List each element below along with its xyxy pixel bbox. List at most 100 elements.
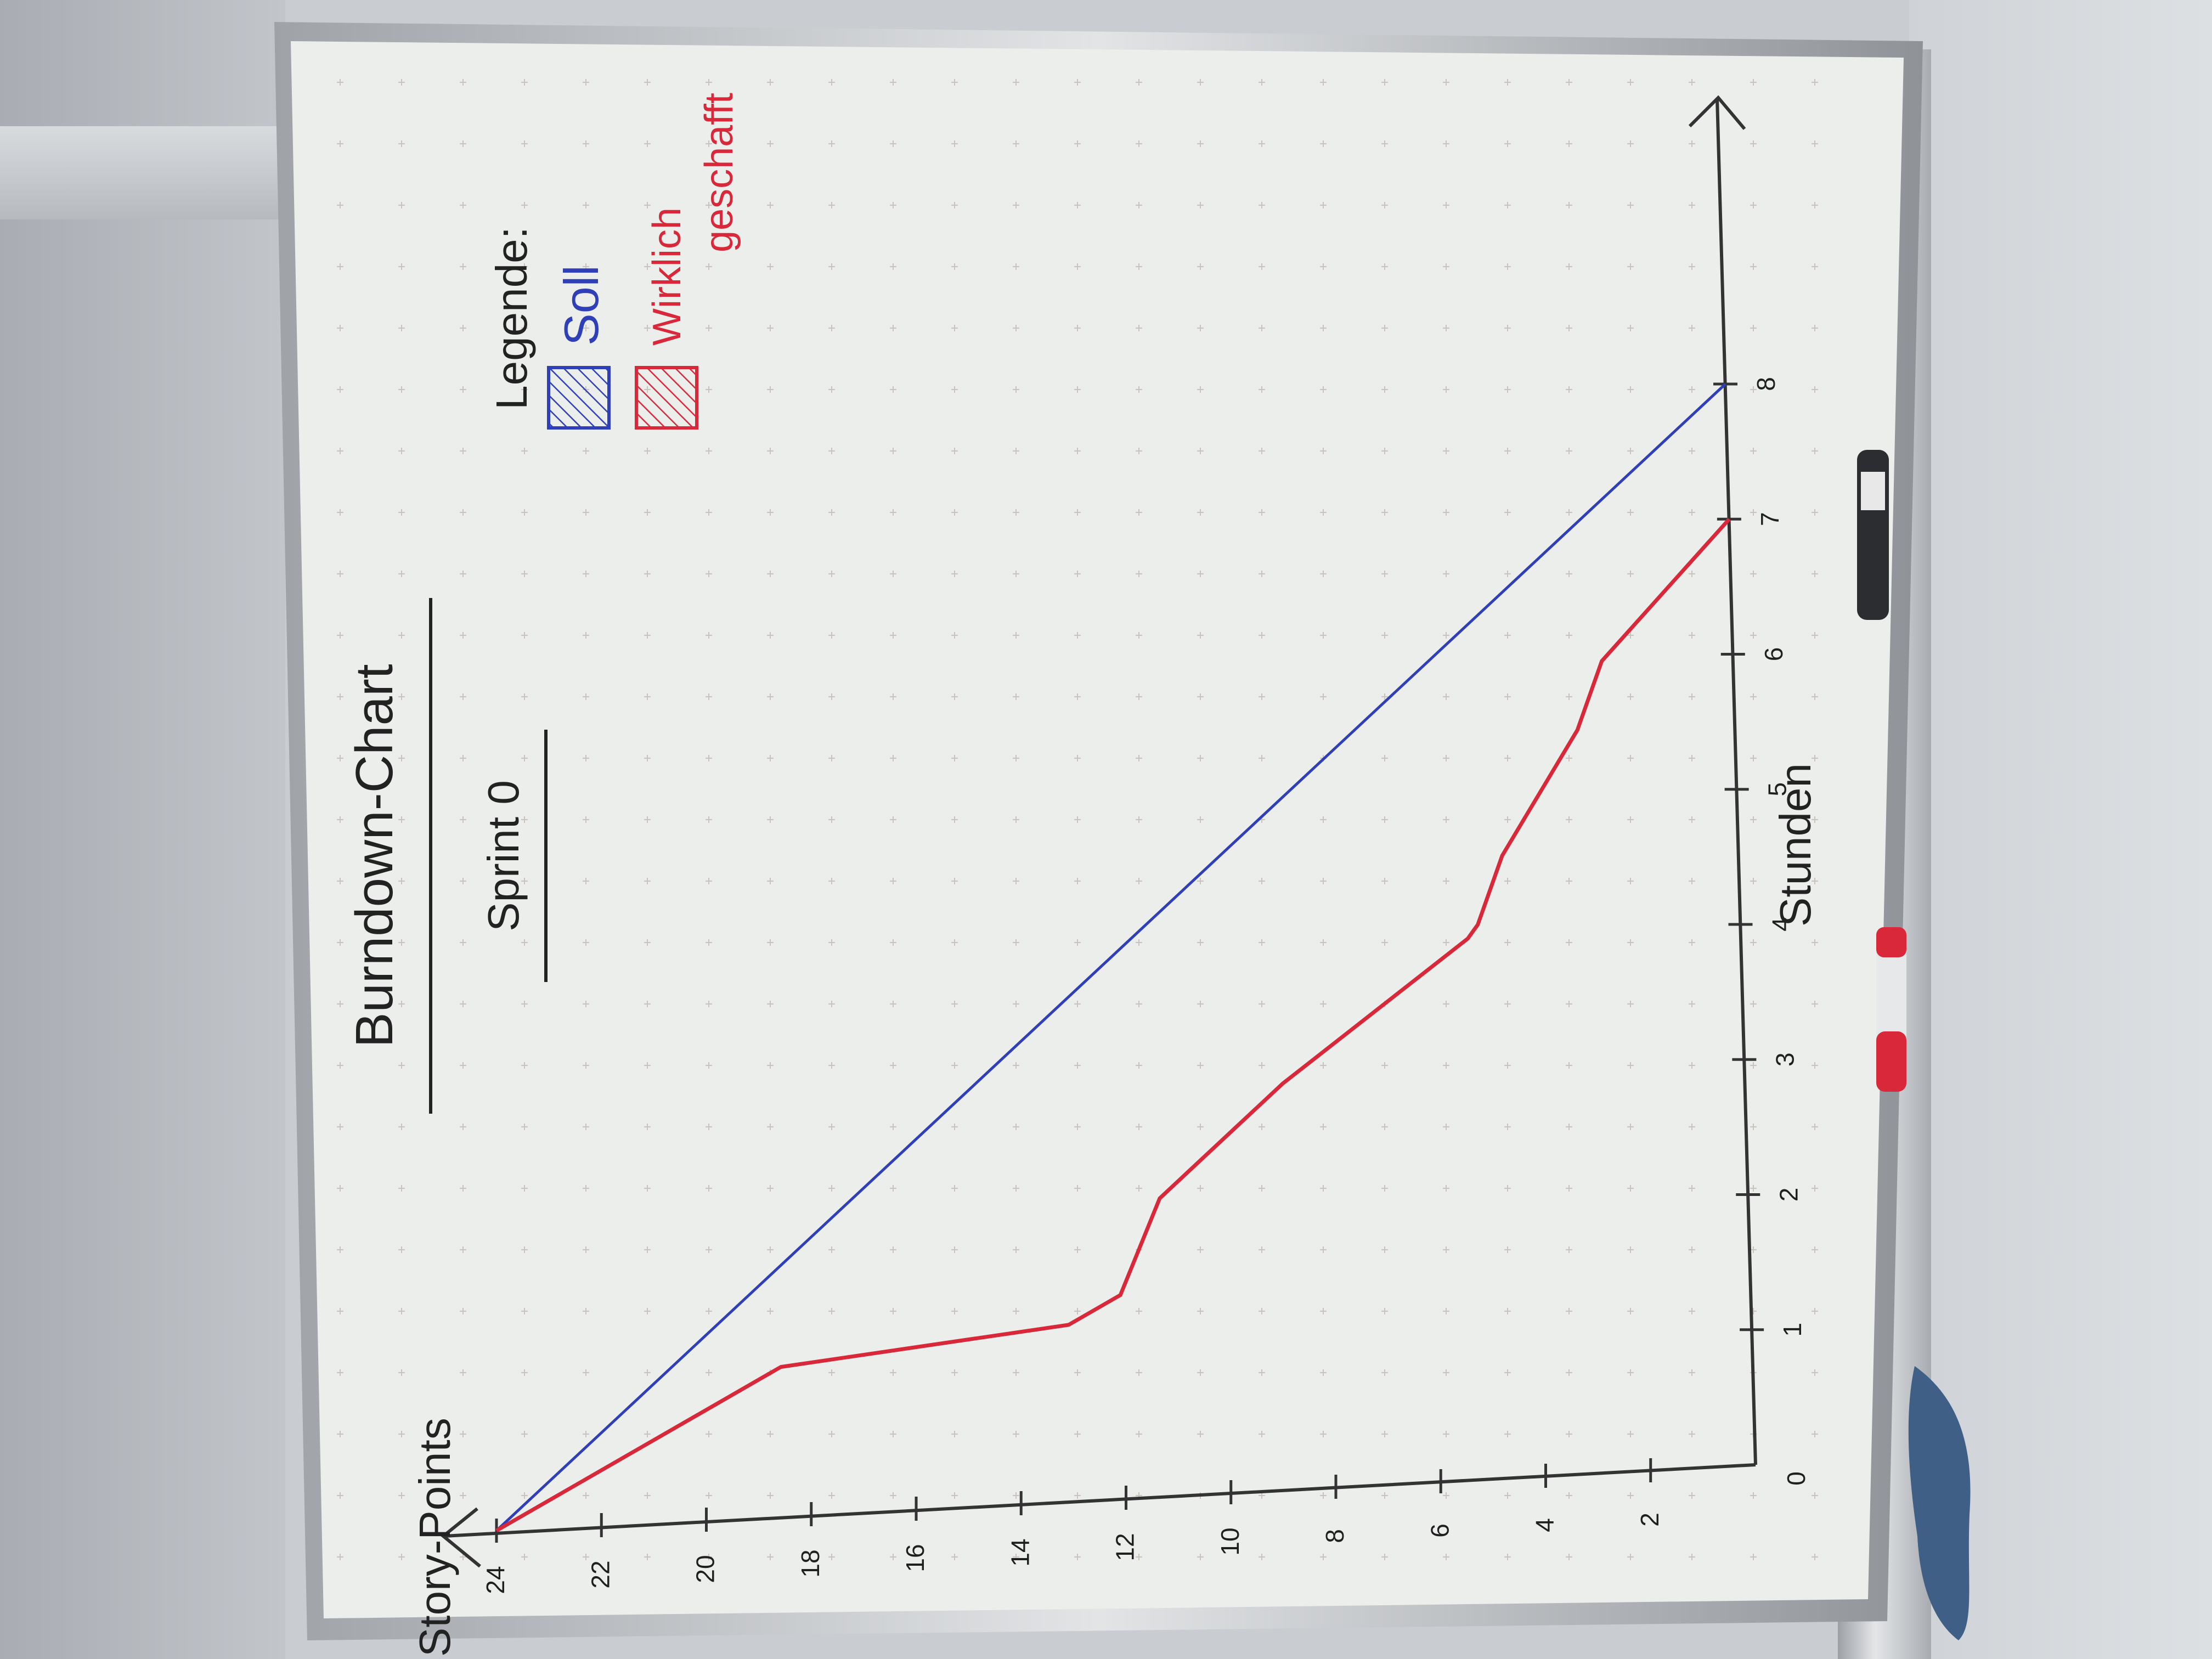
grid-cross [460,1246,466,1253]
grid-cross [1197,140,1204,147]
grid-cross [828,755,835,761]
grid-cross [1627,1001,1634,1007]
grid-cross [951,1246,958,1253]
grid-cross [828,1001,835,1007]
grid-cross [583,755,589,761]
grid-cross [337,79,343,86]
grid-cross [1812,1062,1818,1069]
grid-cross [951,509,958,516]
grid-cross [767,386,774,393]
grid-cross [1443,1001,1449,1007]
grid-cross [767,448,774,454]
grid-cross [1689,816,1695,823]
grid-cross [1750,448,1757,454]
x-tick-label: 1 [1778,1323,1807,1337]
grid-cross [521,509,528,516]
grid-cross [951,632,958,639]
grid-cross [1566,571,1572,577]
grid-cross [398,448,405,454]
legend-label-wirklich: Wirklichgeschafft [645,93,741,346]
grid-cross [767,816,774,823]
grid-cross [1013,1185,1019,1192]
grid-cross [1443,1246,1449,1253]
grid-cross [1566,1369,1572,1376]
grid-cross [1320,386,1327,393]
grid-cross [644,1246,651,1253]
grid-cross [767,1001,774,1007]
grid-cross [890,1062,896,1069]
grid-cross [644,632,651,639]
grid-cross [1136,1369,1142,1376]
grid-cross [828,1062,835,1069]
grid-cross [337,1124,343,1130]
grid-cross [1013,1369,1019,1376]
grid-cross [1504,816,1511,823]
grid-cross [1566,1246,1572,1253]
grid-cross [521,1554,528,1560]
grid-cross [1259,1369,1265,1376]
grid-cross [1689,693,1695,700]
grid-cross [951,325,958,331]
grid-cross [1136,448,1142,454]
grid-cross [398,202,405,208]
grid-cross [521,79,528,86]
grid-cross [1750,939,1757,946]
grid-cross [1197,1369,1204,1376]
grid-cross [1750,632,1757,639]
grid-cross [1689,939,1695,946]
grid-cross [1259,571,1265,577]
grid-cross [1259,140,1265,147]
grid-cross [1074,632,1081,639]
grid-cross [460,79,466,86]
grid-cross [1812,1554,1818,1560]
grid-cross [398,386,405,393]
grid-cross [1812,79,1818,86]
grid-cross [521,325,528,331]
grid-cross [1259,325,1265,331]
grid-cross [1320,1308,1327,1314]
grid-cross [1443,202,1449,208]
grid-cross [1504,509,1511,516]
grid-cross [337,1369,343,1376]
grid-cross [1689,1308,1695,1314]
grid-cross [1013,878,1019,884]
grid-cross [583,325,589,331]
grid-cross [460,1001,466,1007]
grid-cross [1381,79,1388,86]
grid-cross [1013,79,1019,86]
grid-cross [767,632,774,639]
grid-cross [1074,202,1081,208]
grid-cross [951,1062,958,1069]
grid-cross [398,79,405,86]
grid-cross [1504,1369,1511,1376]
grid-cross [767,1431,774,1437]
grid-cross [706,1001,712,1007]
x-tick-label: 7 [1756,512,1784,526]
grid-cross [1197,939,1204,946]
wall-right [1909,0,2212,1659]
grid-cross [583,693,589,700]
grid-cross [644,1431,651,1437]
grid-cross [583,448,589,454]
grid-cross [644,1185,651,1192]
grid-cross [460,1554,466,1560]
grid-cross [1013,939,1019,946]
y-tick-label: 10 [1216,1527,1244,1555]
grid-cross [337,632,343,639]
grid-cross [1259,693,1265,700]
grid-cross [337,1554,343,1560]
grid-cross [337,1062,343,1069]
grid-cross [1627,1492,1634,1499]
grid-cross [1136,202,1142,208]
grid-cross [1259,509,1265,516]
grid-cross [1381,755,1388,761]
grid-cross [337,1308,343,1314]
grid-cross [1381,1062,1388,1069]
grid-cross [828,1246,835,1253]
grid-cross [1504,140,1511,147]
grid-cross [583,1492,589,1499]
grid-cross [644,1062,651,1069]
grid-cross [644,816,651,823]
grid-cross [1320,325,1327,331]
grid-cross [1627,571,1634,577]
